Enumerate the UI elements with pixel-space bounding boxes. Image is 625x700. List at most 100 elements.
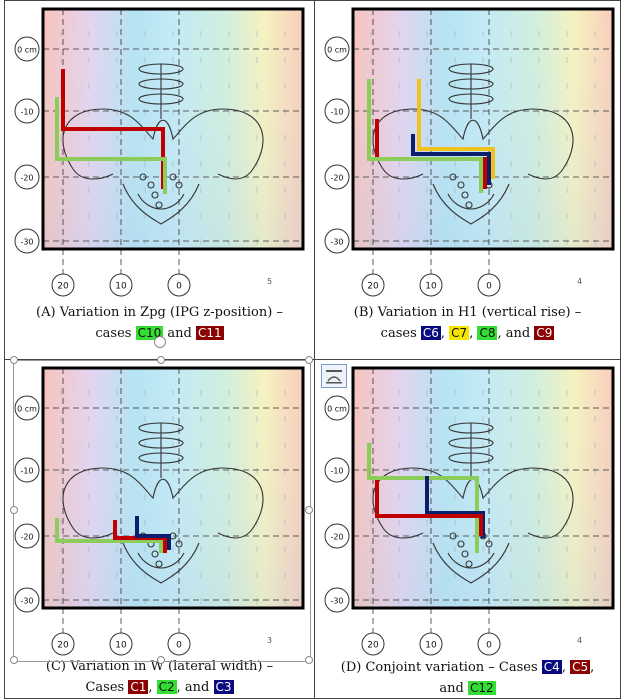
- y-tick-marker: [324, 457, 350, 483]
- lead-path-navy: [411, 134, 491, 185]
- resize-handle[interactable]: [157, 356, 165, 364]
- resize-handle[interactable]: [10, 506, 18, 514]
- lead-path-green: [55, 518, 163, 553]
- panel-a: 0 cm -10 -20 -30 20 10 0 5 (A) Variation in Zpg…: [4, 0, 315, 360]
- y-tick-label: 0 cm: [17, 405, 37, 414]
- x-tick-marker: [477, 632, 501, 656]
- case-tag: C7: [449, 326, 470, 340]
- panel-c-caption: (C) Variation in W (lateral width) – Cas…: [5, 657, 314, 698]
- panel-c: 0 cm -10 -20 -30 20 10 0 3 (C) Variation in W (…: [4, 356, 315, 699]
- rotate-handle-icon[interactable]: [154, 336, 166, 348]
- panel-a-caption: (A) Variation in Zpg (IPG z-position) – …: [5, 303, 314, 344]
- resize-handle[interactable]: [305, 656, 313, 664]
- figure-frame: [41, 7, 305, 251]
- x-tick-label: 20: [57, 282, 69, 292]
- panel-b: 0 cm -10 -20 -30 20 10 0 4 (B) Variation in H1 …: [314, 0, 621, 360]
- page-number: 5: [267, 277, 272, 286]
- panel-d-caption: (D) Conjoint variation – Cases C4, C5, a…: [315, 657, 620, 699]
- resize-handle[interactable]: [157, 656, 165, 664]
- lead-path-red: [375, 480, 483, 536]
- panel-d: 0 cm -10 -20 -30 20 10 0 4 (D) Conjoint variati…: [314, 359, 621, 699]
- x-tick-label: 10: [425, 282, 437, 292]
- x-tick-marker: [51, 632, 75, 656]
- page-number: 3: [267, 636, 272, 645]
- x-tick-marker: [419, 632, 443, 656]
- y-tick-label: 0 cm: [17, 46, 37, 55]
- resize-handle[interactable]: [10, 656, 18, 664]
- y-tick-marker: [14, 164, 40, 190]
- y-tick-marker: [14, 228, 40, 254]
- y-tick-label: -20: [20, 533, 33, 542]
- x-tick-label: 10: [115, 641, 127, 651]
- case-tag: C6: [420, 326, 441, 340]
- lead-path-green: [55, 97, 167, 194]
- x-tick-marker: [109, 632, 133, 656]
- y-tick-label: -30: [330, 597, 343, 606]
- panel-b-caption-line2: cases C6, C7, C8, and C9: [380, 326, 555, 341]
- panel-a-caption-line1: (A) Variation in Zpg (IPG z-position) –: [36, 305, 283, 320]
- panel-d-figure: 0 cm -10 -20 -30 20 10 0 4: [324, 366, 615, 656]
- y-tick-label: 0 cm: [327, 46, 347, 55]
- case-tag: C4: [541, 660, 562, 674]
- y-tick-label: -20: [330, 174, 343, 183]
- x-tick-label: 10: [425, 641, 437, 651]
- y-tick-marker: [14, 523, 40, 549]
- y-tick-marker: [324, 523, 350, 549]
- y-tick-marker: [14, 457, 40, 483]
- panel-d-caption-line2: and C12: [439, 681, 496, 696]
- y-tick-marker: [324, 587, 350, 613]
- y-tick-label: -30: [20, 597, 33, 606]
- lead-path-green: [367, 79, 483, 193]
- y-tick-label: 0 cm: [327, 405, 347, 414]
- pelvis-outline-icon: [62, 63, 264, 225]
- x-tick-marker: [51, 273, 75, 297]
- y-tick-label: -20: [330, 533, 343, 542]
- y-tick-label: -30: [330, 238, 343, 247]
- resize-handle[interactable]: [305, 506, 313, 514]
- x-tick-label: 20: [57, 641, 69, 651]
- y-tick-label: -10: [20, 467, 33, 476]
- figure-frame: [351, 7, 615, 251]
- x-tick-marker: [361, 273, 385, 297]
- panel-c-caption-line2: Cases C1, C2, and C3: [85, 680, 234, 695]
- case-tag: C2: [156, 680, 177, 694]
- page-number: 4: [577, 277, 582, 286]
- case-tag: C12: [467, 681, 496, 695]
- case-tag: C9: [534, 326, 555, 340]
- lead-path-yellow: [417, 79, 495, 179]
- x-tick-label: 0: [486, 282, 492, 292]
- y-tick-marker: [324, 395, 350, 421]
- y-tick-marker: [14, 36, 40, 62]
- y-tick-label: -10: [330, 108, 343, 117]
- case-tag: C11: [195, 326, 224, 340]
- image-selection-frame[interactable]: [13, 360, 311, 662]
- y-tick-label: -20: [20, 174, 33, 183]
- y-tick-marker: [324, 98, 350, 124]
- x-tick-label: 20: [367, 282, 379, 292]
- case-tag: C1: [128, 680, 149, 694]
- y-tick-marker: [14, 587, 40, 613]
- y-tick-marker: [324, 36, 350, 62]
- panel-b-caption-line1: (B) Variation in H1 (vertical rise) –: [353, 305, 582, 320]
- page-number: 4: [577, 636, 582, 645]
- y-tick-marker: [324, 164, 350, 190]
- x-tick-label: 20: [367, 641, 379, 651]
- x-tick-marker: [477, 273, 501, 297]
- case-tag: C8: [477, 326, 498, 340]
- x-tick-marker: [361, 632, 385, 656]
- layout-options-icon[interactable]: [321, 364, 347, 388]
- y-tick-marker: [14, 395, 40, 421]
- resize-handle[interactable]: [305, 356, 313, 364]
- panel-b-figure: 0 cm -10 -20 -30 20 10 0 4: [324, 7, 615, 297]
- case-tag: C3: [213, 680, 234, 694]
- panel-c-caption-line1: (C) Variation in W (lateral width) –: [45, 659, 274, 674]
- y-tick-marker: [14, 98, 40, 124]
- x-tick-label: 10: [115, 282, 127, 292]
- x-tick-marker: [167, 632, 191, 656]
- figure-frame: [41, 366, 305, 610]
- case-tag: C5: [570, 660, 591, 674]
- x-tick-label: 0: [176, 641, 182, 651]
- y-tick-marker: [324, 228, 350, 254]
- x-tick-marker: [419, 273, 443, 297]
- resize-handle[interactable]: [10, 356, 18, 364]
